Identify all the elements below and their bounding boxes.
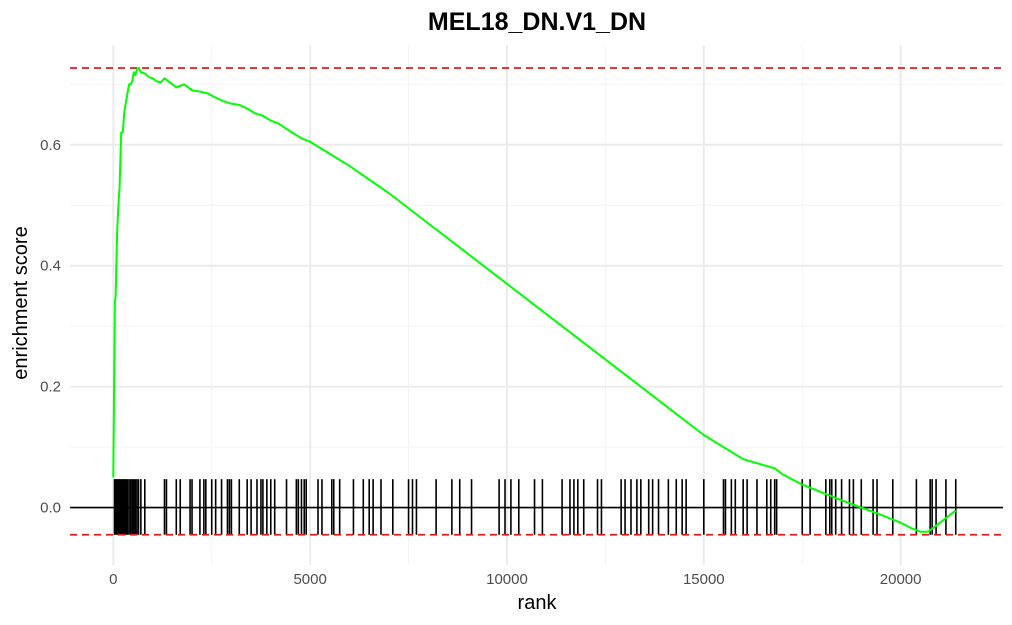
chart-title: MEL18_DN.V1_DN: [428, 8, 646, 36]
grid-lines: [70, 45, 1003, 565]
series-lines: [112, 66, 957, 533]
x-tick-label: 0: [109, 571, 117, 588]
x-tick-label: 20000: [880, 571, 922, 588]
y-axis-ticks: 0.0 0.2 0.4 0.6: [40, 137, 61, 517]
x-tick-label: 15000: [683, 571, 725, 588]
y-axis-title: enrichment score: [10, 226, 32, 379]
reference-lines: [70, 67, 1003, 536]
x-tick-label: 5000: [293, 571, 326, 588]
series-line-0: [112, 66, 957, 533]
y-tick-label: 0.0: [40, 500, 61, 517]
x-axis-ticks: 0 5000 10000 15000 20000: [109, 571, 921, 588]
y-tick-label: 0.4: [40, 258, 61, 275]
x-axis-title: rank: [518, 592, 558, 614]
y-tick-label: 0.6: [40, 137, 61, 154]
y-tick-label: 0.2: [40, 379, 61, 396]
x-tick-label: 10000: [486, 571, 528, 588]
